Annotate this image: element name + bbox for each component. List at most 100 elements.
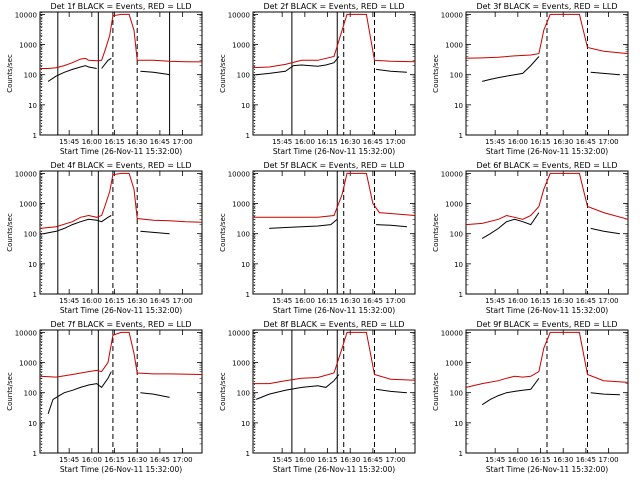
series-line-events: [481, 212, 540, 239]
y-tick-label: 100: [237, 72, 250, 80]
series-line-events-tail: [590, 392, 620, 396]
x-tick-label: 16:15: [530, 456, 550, 464]
x-tick-label: 16:15: [317, 456, 337, 464]
series-line-events: [47, 65, 97, 82]
y-tick-label: 1: [246, 132, 250, 140]
x-tick-label: 15:45: [59, 297, 79, 305]
x-tick-label: 17:00: [172, 456, 192, 464]
series-line-events-tail: [376, 224, 407, 228]
x-tick-label: 16:45: [363, 456, 383, 464]
y-tick-label: 1: [459, 450, 463, 458]
detector-panel: Det 3f BLACK = Events, RED = LLD 1 10 100 10…: [432, 2, 629, 156]
y-tick-label: 10: [454, 102, 463, 110]
series-line-lld: [465, 172, 629, 226]
series-line-events-tail: [140, 70, 170, 76]
x-tick-label: 16:45: [576, 456, 596, 464]
x-tick-label: 16:00: [508, 297, 528, 305]
x-tick-label: 16:30: [553, 456, 573, 464]
x-tick-label: 15:45: [485, 138, 505, 146]
x-tick-label: 15:45: [59, 138, 79, 146]
plot-title: Det 1f BLACK = Events, RED = LLD: [50, 2, 191, 11]
x-tick-label: 16:15: [317, 297, 337, 305]
x-axis-label: Start Time (26-Nov-11 15:32:00): [60, 147, 182, 156]
y-axis-label: Counts/sec: [432, 54, 440, 93]
y-tick-label: 1: [33, 291, 37, 299]
x-tick-label: 16:15: [104, 297, 124, 305]
x-axis-label: Start Time (26-Nov-11 15:32:00): [273, 465, 395, 474]
x-tick-label: 16:30: [127, 456, 147, 464]
x-tick-label: 16:15: [104, 138, 124, 146]
series-line-lld: [253, 331, 416, 385]
detector-panel: Det 7f BLACK = Events, RED = LLD 1 10 100 10…: [6, 320, 203, 474]
series-line-lld: [465, 331, 629, 388]
x-tick-label: 16:00: [295, 456, 315, 464]
y-axis-label: Counts/sec: [6, 372, 14, 411]
y-tick-label: 1: [459, 291, 463, 299]
series-line-lld: [39, 331, 203, 378]
y-tick-label: 10000: [441, 329, 463, 337]
x-axis-label: Start Time (26-Nov-11 15:32:00): [273, 306, 395, 315]
y-axis-label: Counts/sec: [219, 372, 227, 411]
y-tick-label: 100: [24, 72, 37, 80]
plot-frame: [252, 11, 416, 136]
plot-title: Det 9f BLACK = Events, RED = LLD: [476, 320, 617, 329]
y-tick-label: 1: [33, 132, 37, 140]
x-tick-label: 17:00: [172, 138, 192, 146]
y-tick-label: 10000: [15, 11, 37, 19]
x-tick-label: 16:45: [576, 138, 596, 146]
series-line-events: [269, 218, 338, 229]
x-tick-label: 16:00: [508, 138, 528, 146]
x-tick-label: 16:30: [127, 138, 147, 146]
x-tick-label: 15:45: [272, 297, 292, 305]
x-tick-label: 16:45: [363, 138, 383, 146]
y-tick-label: 1000: [445, 360, 463, 368]
y-tick-label: 10000: [441, 170, 463, 178]
y-tick-label: 1: [33, 450, 37, 458]
x-tick-label: 16:15: [530, 138, 550, 146]
x-tick-label: 15:45: [59, 456, 79, 464]
x-tick-label: 17:00: [385, 297, 405, 305]
y-tick-label: 10: [28, 102, 37, 110]
series-line-events: [101, 57, 112, 69]
x-tick-label: 16:45: [363, 297, 383, 305]
detector-panel: Det 5f BLACK = Events, RED = LLD 1 10 100 10…: [219, 161, 416, 315]
x-tick-label: 16:15: [530, 297, 550, 305]
x-tick-label: 16:00: [82, 456, 102, 464]
x-axis-label: Start Time (26-Nov-11 15:32:00): [486, 465, 608, 474]
detector-panel: Det 8f BLACK = Events, RED = LLD 1 10 100 10…: [219, 320, 416, 474]
detector-panel: Det 9f BLACK = Events, RED = LLD 1 10 100 10…: [432, 320, 629, 474]
x-tick-label: 15:45: [272, 456, 292, 464]
x-tick-label: 16:00: [82, 297, 102, 305]
series-line-events: [47, 371, 112, 414]
y-tick-label: 100: [237, 231, 250, 239]
x-tick-label: 16:15: [317, 138, 337, 146]
series-line-events-tail: [376, 68, 407, 73]
plot-frame: [39, 329, 203, 454]
series-line-events: [256, 56, 340, 76]
y-tick-label: 1000: [19, 201, 37, 209]
series-line-events: [482, 56, 540, 82]
x-tick-label: 16:00: [82, 138, 102, 146]
y-tick-label: 100: [237, 390, 250, 398]
x-tick-label: 17:00: [598, 138, 618, 146]
plot-title: Det 4f BLACK = Events, RED = LLD: [50, 161, 191, 170]
y-tick-label: 1000: [232, 201, 250, 209]
y-tick-label: 100: [24, 390, 37, 398]
plot-frame: [252, 170, 416, 295]
y-tick-label: 1000: [19, 360, 37, 368]
plot-title: Det 3f BLACK = Events, RED = LLD: [476, 2, 617, 11]
y-tick-label: 100: [450, 72, 463, 80]
x-tick-label: 17:00: [172, 297, 192, 305]
y-tick-label: 1: [246, 450, 250, 458]
series-line-lld: [465, 13, 629, 59]
y-tick-label: 10000: [15, 170, 37, 178]
y-axis-label: Counts/sec: [432, 372, 440, 411]
detector-panel: Det 6f BLACK = Events, RED = LLD 1 10 100 10…: [432, 161, 629, 315]
series-line-events: [256, 374, 340, 400]
x-tick-label: 17:00: [385, 138, 405, 146]
plot-title: Det 6f BLACK = Events, RED = LLD: [476, 161, 617, 170]
x-tick-label: 16:45: [150, 297, 170, 305]
x-axis-label: Start Time (26-Nov-11 15:32:00): [60, 465, 182, 474]
y-tick-label: 10000: [441, 11, 463, 19]
